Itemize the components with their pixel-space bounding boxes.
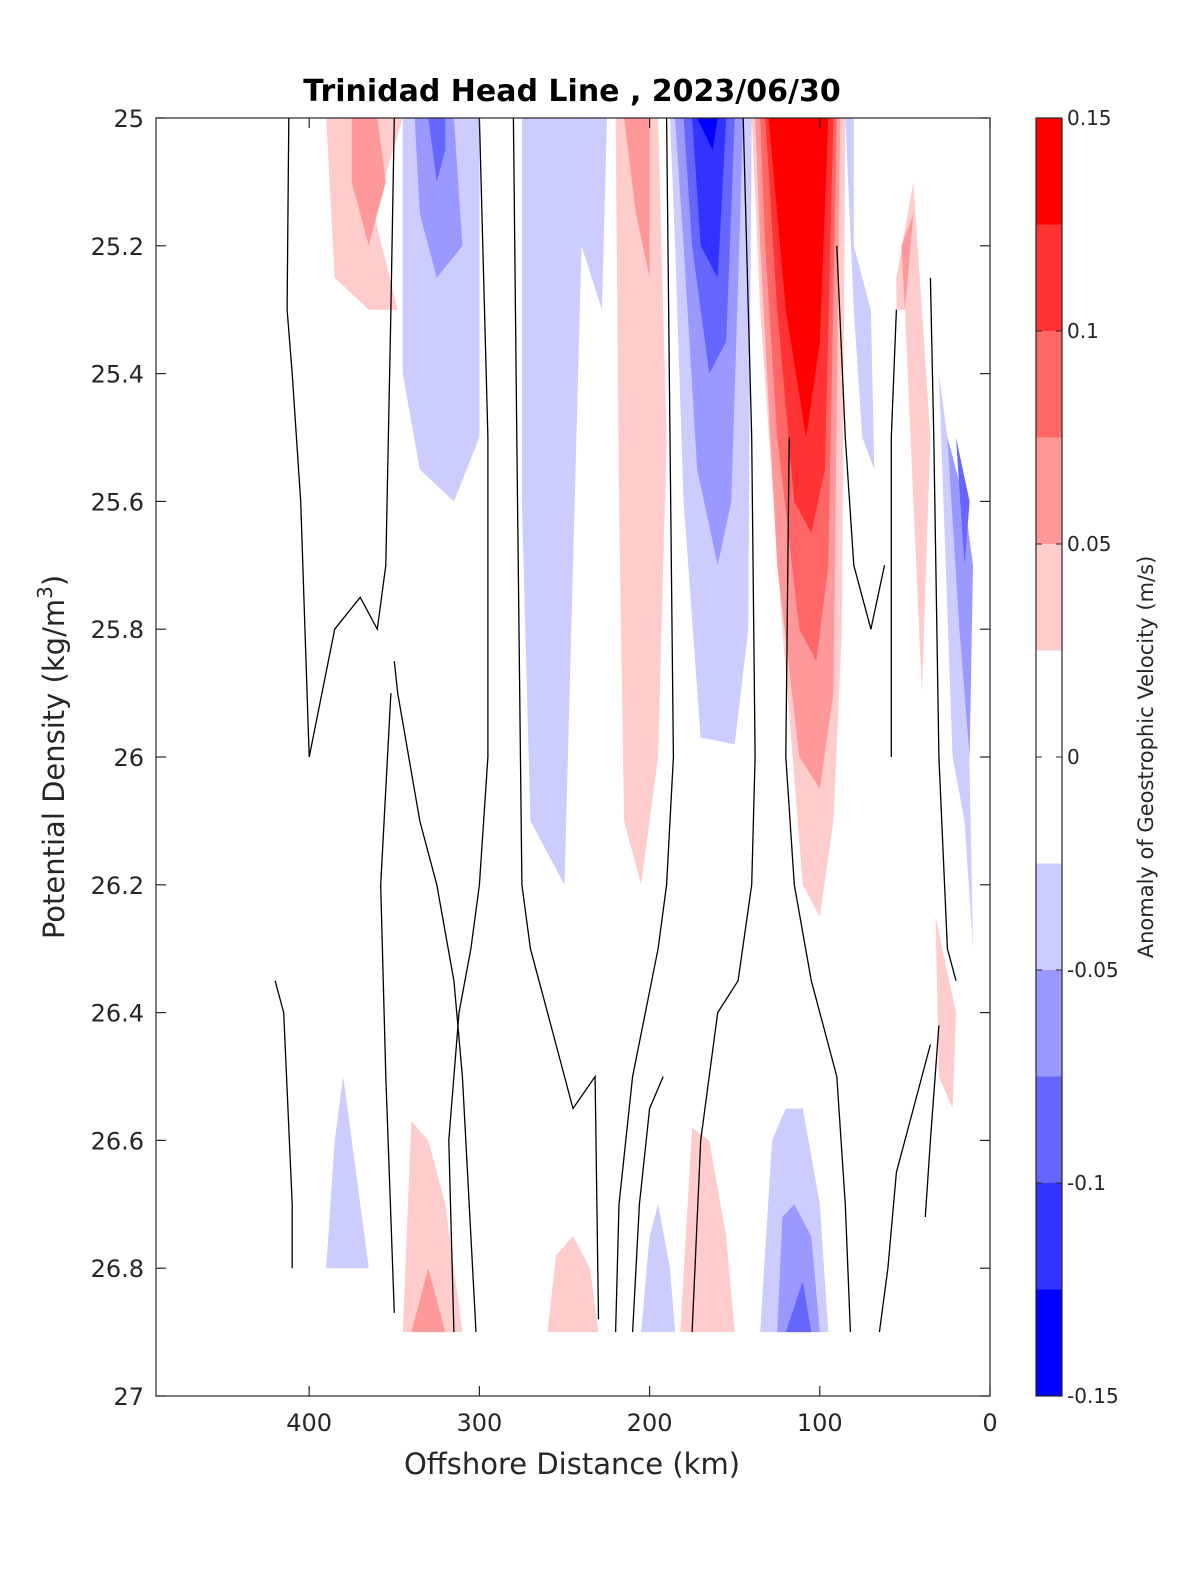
colorbar-swatch-2 [1036,1076,1062,1183]
colorbar-tick-label-6: -0.15 [1067,1384,1119,1408]
x-axis-label: Offshore Distance (km) [404,1447,740,1481]
y-tick-label-2: 25.4 [91,361,144,389]
colorbar: 0.15 0.1 0.05 0 -0.05 -0.1 -0.15 [1035,106,1119,1408]
contour-region-6 [615,118,667,885]
y-tick-label-0: 25 [113,105,144,133]
colorbar-tick-label-2: 0.05 [1067,532,1112,556]
zero-contour-4 [448,117,489,1333]
zero-contour-2 [393,661,477,1333]
colorbar-tick-label-5: -0.1 [1067,1171,1106,1195]
zero-contour-7 [631,1076,664,1333]
colorbar-swatch-7 [1036,437,1062,544]
zero-contour-8 [691,117,756,1333]
zero-contour-lines [274,117,957,1333]
zero-contour-0 [286,117,395,758]
chart-title: Trinidad Head Line , 2023/06/30 [303,74,840,109]
contour-region-28 [411,1268,446,1333]
y-axis-label: Potential Density (kg/m3) [33,575,71,939]
y-axis-label-sup: 3 [33,586,57,599]
colorbar-tick-label-1: 0.1 [1067,319,1099,343]
plot-area: 400 300 200 100 0 25 25.2 25.4 25.6 25.8 26 26.2 26… [91,105,998,1437]
colorbar-swatch-4 [1036,863,1062,970]
colorbar-swatch-0 [1036,1289,1062,1396]
zero-contour-5 [512,117,600,1320]
contour-region-27 [402,1121,463,1333]
contour-region-5 [521,118,607,885]
colorbar-swatch-9 [1036,224,1062,331]
x-axis: 400 300 200 100 0 [286,118,998,1437]
zero-contour-13 [929,277,957,981]
colorbar-tick-label-3: 0 [1067,745,1080,769]
y-axis: 25 25.2 25.4 25.6 25.8 26 26.2 26.4 26.6 26.8 27 [91,105,990,1411]
contour-region-30 [547,1236,599,1333]
y-tick-label-4: 25.8 [91,616,144,644]
y-tick-label-8: 26.6 [91,1127,144,1155]
y-tick-label-6: 26.2 [91,872,144,900]
zero-contour-11 [890,309,898,757]
colorbar-swatch-10 [1036,118,1062,225]
contour-fills [309,118,973,1333]
x-tick-label-1: 300 [456,1409,502,1437]
y-tick-label-9: 26.8 [91,1255,144,1283]
contour-region-26 [326,1076,369,1269]
contour-region-19 [845,118,875,470]
zero-contour-10 [836,245,886,630]
colorbar-swatch-6 [1036,544,1062,651]
y-axis-label-base: Potential Density (kg/m [37,599,71,939]
contour-region-25 [935,916,956,1109]
y-axis-label-close: ) [37,575,71,586]
contour-region-34 [785,1281,812,1333]
contour-region-11 [692,118,727,278]
y-tick-label-3: 25.6 [91,488,144,516]
x-tick-label-4: 0 [982,1409,997,1437]
colorbar-label: Anomaly of Geostrophic Velocity (m/s) [1134,556,1158,959]
colorbar-tick-label-4: -0.05 [1067,958,1119,982]
colorbar-swatch-3 [1036,970,1062,1077]
zero-contour-6 [614,117,675,1333]
zero-contour-3 [380,693,395,1313]
x-tick-label-2: 200 [627,1409,673,1437]
y-tick-label-10: 27 [113,1383,144,1411]
x-tick-label-3: 100 [797,1409,843,1437]
x-tick-label-0: 400 [286,1409,332,1437]
colorbar-tick-label-0: 0.15 [1067,106,1112,130]
zero-contour-12 [878,1044,932,1333]
contour-region-3 [414,118,463,278]
contour-region-1 [351,118,386,246]
y-tick-label-7: 26.4 [91,1000,144,1028]
contour-region-24 [956,437,970,566]
colorbar-swatch-1 [1036,1183,1062,1290]
y-tick-label-1: 25.2 [91,233,144,261]
contour-region-18 [772,118,827,310]
contour-region-4 [428,118,446,182]
y-tick-label-5: 26 [113,744,144,772]
contour-region-7 [624,118,650,278]
zero-contour-14 [924,1025,940,1218]
contour-region-21 [901,213,914,310]
colorbar-swatch-8 [1036,331,1062,438]
zero-contour-9 [785,437,852,1333]
zero-contour-1 [274,980,293,1269]
contour-region-29 [641,1204,676,1333]
contour-region-33 [777,1204,820,1333]
contour-region-12 [697,118,718,150]
